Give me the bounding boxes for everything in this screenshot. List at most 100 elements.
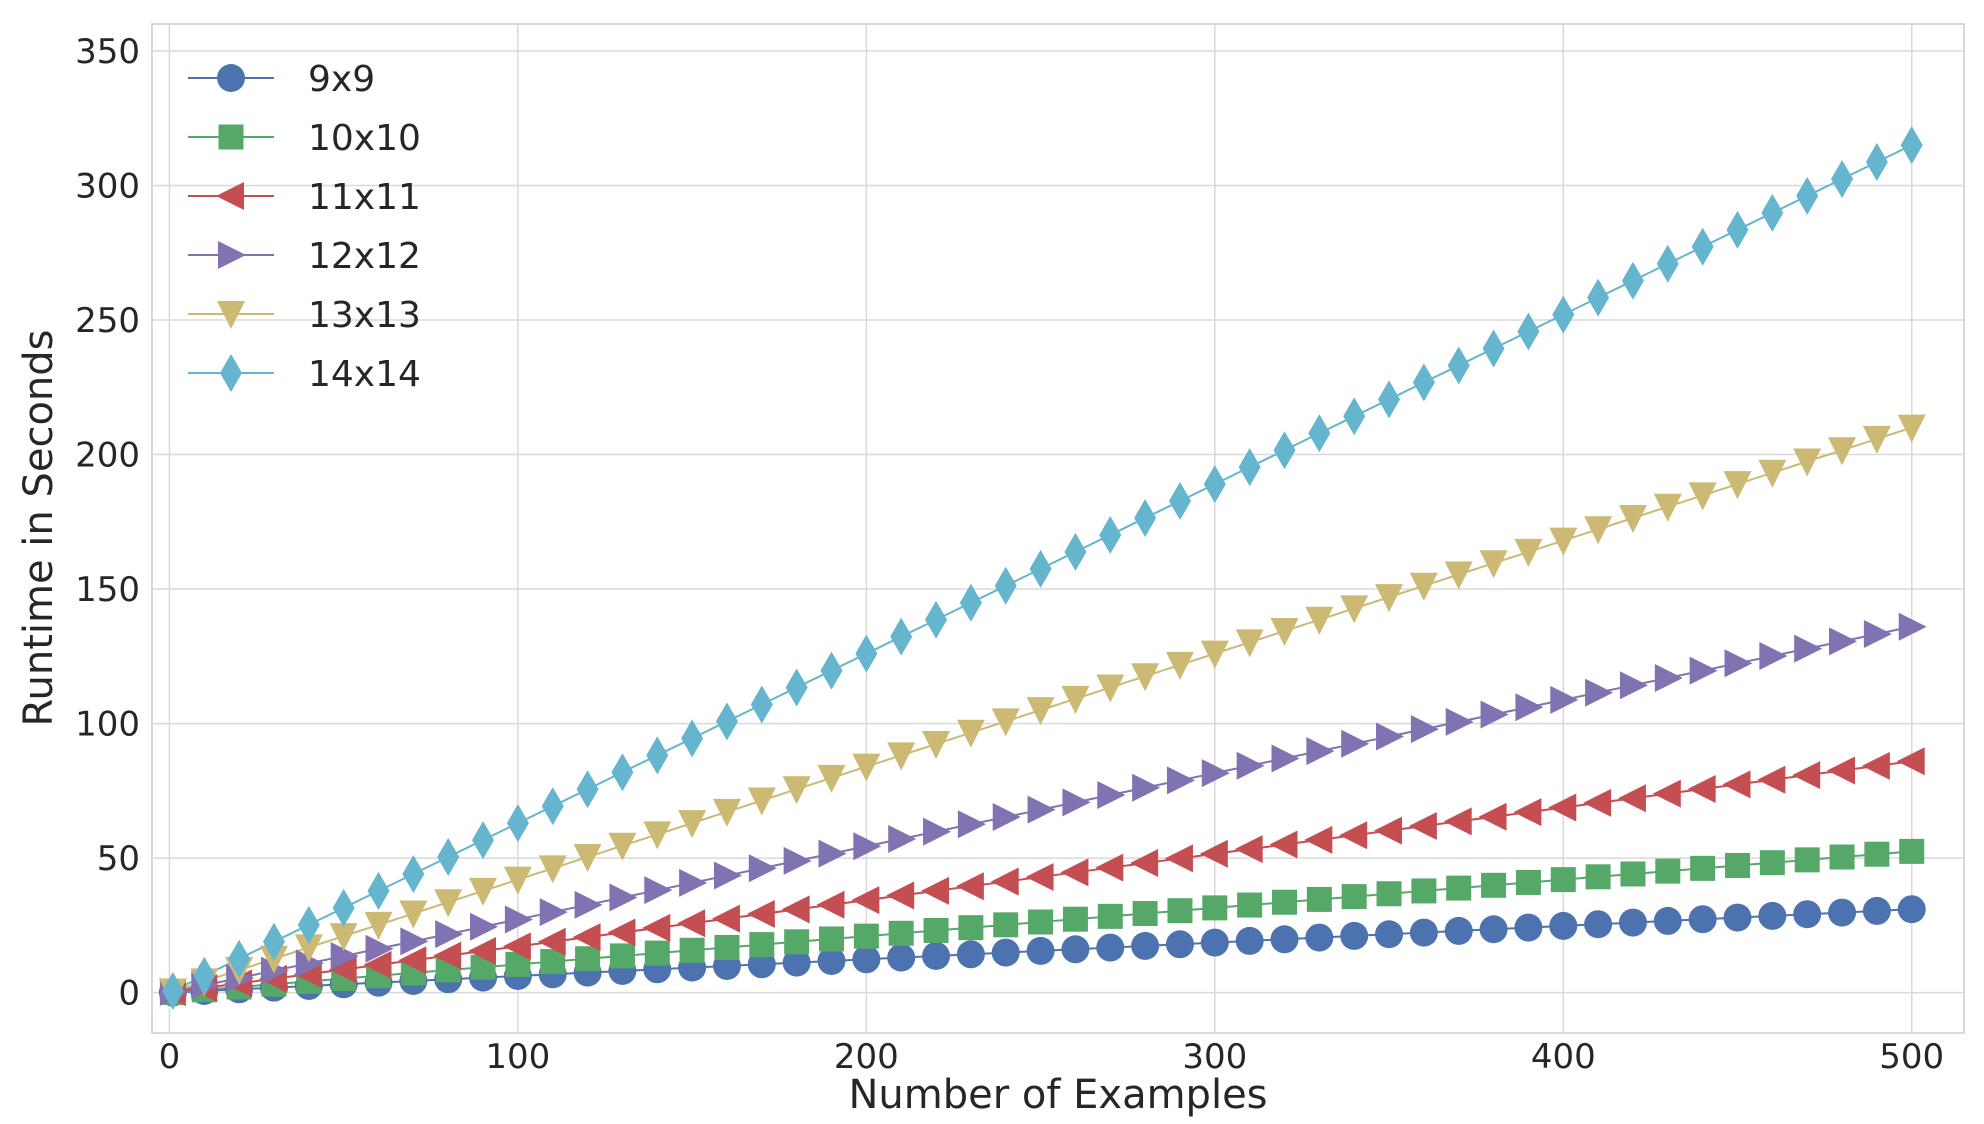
point-11x11 [1896,747,1925,776]
point-9x9 [1723,903,1752,932]
point-12x12 [1166,766,1195,795]
point-13x13 [643,821,672,850]
point-13x13 [1479,550,1508,579]
point-9x9 [1479,915,1508,944]
point-11x11 [1443,807,1472,836]
point-13x13 [1862,425,1891,454]
point-10x10 [1620,861,1646,887]
legend-label: 12x12 [308,236,421,277]
point-11x11 [955,872,984,901]
point-14x14 [1761,193,1784,232]
point-13x13 [852,753,881,782]
point-14x14 [1552,295,1575,334]
point-9x9 [1549,911,1578,940]
y-ticks: 0 50 100 150 200 250 300 350 [75,32,140,1014]
point-12x12 [470,912,499,941]
point-12x12 [818,839,847,868]
point-10x10 [1376,881,1402,907]
point-14x14 [1134,499,1157,538]
point-14x14 [1726,210,1749,249]
x-tick-label: 400 [1531,1037,1596,1077]
point-11x11 [1722,770,1751,799]
point-14x14 [1308,414,1331,453]
point-11x11 [1199,839,1228,868]
point-11x11 [1478,802,1507,831]
point-11x11 [1652,779,1681,808]
legend-label: 14x14 [308,354,421,395]
point-12x12 [1585,678,1614,707]
point-10x10 [1585,864,1611,890]
point-14x14 [1447,346,1470,385]
y-tick-label: 50 [97,839,140,879]
point-12x12 [1829,627,1858,656]
point-12x12 [1132,773,1161,802]
point-9x9 [1653,906,1682,935]
point-13x13 [991,708,1020,737]
point-12x12 [1341,729,1370,758]
point-14x14 [161,971,184,1010]
point-13x13 [1828,437,1857,466]
point-13x13 [712,798,741,827]
y-tick-label: 200 [75,436,140,476]
y-tick-label: 0 [118,974,140,1014]
point-10x10 [749,932,775,958]
point-14x14 [994,566,1017,605]
point-12x12 [1654,663,1683,692]
point-13x13 [1409,572,1438,601]
point-10x10 [1167,898,1193,924]
point-13x13 [1514,538,1543,567]
point-11x11 [1617,784,1646,813]
point-9x9 [1409,918,1438,947]
point-14x14 [193,956,216,995]
point-14x14 [1900,126,1923,165]
point-14x14 [332,888,355,927]
x-tick-label: 100 [485,1037,550,1077]
point-11x11 [746,899,775,928]
point-12x12 [1794,634,1823,663]
point-14x14 [611,753,634,792]
x-ticks: 0 100 200 300 400 500 [159,1037,1945,1077]
point-11x11 [1164,844,1193,873]
point-11x11 [502,932,531,961]
y-tick-label: 350 [75,32,140,72]
point-14x14 [1412,363,1435,402]
point-11x11 [1757,765,1786,794]
point-14x14 [1517,312,1540,351]
point-9x9 [1096,933,1125,962]
point-11x11 [677,909,706,938]
point-11x11 [537,927,566,956]
point-10x10 [853,923,879,949]
point-9x9 [1305,923,1334,952]
point-12x12 [1863,620,1892,649]
point-13x13 [1723,471,1752,500]
point-11x11 [1269,830,1298,859]
point-11x11 [816,890,845,919]
point-10x10 [1411,878,1437,904]
point-12x12 [539,898,568,927]
point-13x13 [1618,505,1647,534]
point-9x9 [1200,928,1229,957]
point-10x10 [1132,901,1158,927]
point-11x11 [851,886,880,915]
point-9x9 [1584,910,1613,939]
point-12x12 [748,854,777,883]
grid [152,24,1964,1033]
point-12x12 [957,810,986,839]
point-11x11 [1234,835,1263,864]
point-9x9 [1375,920,1404,949]
point-13x13 [1165,651,1194,680]
point-10x10 [784,929,810,955]
point-14x14 [959,583,982,622]
point-13x13 [469,877,498,906]
point-11x11 [433,941,462,970]
point-9x9 [1793,900,1822,929]
point-11x11 [363,950,392,979]
point-14x14 [750,685,773,724]
point-14x14 [262,922,285,961]
point-10x10 [1341,884,1367,910]
point-10x10 [1237,892,1263,918]
x-tick-label: 300 [1182,1037,1247,1077]
point-13x13 [1653,493,1682,522]
point-13x13 [1061,685,1090,714]
